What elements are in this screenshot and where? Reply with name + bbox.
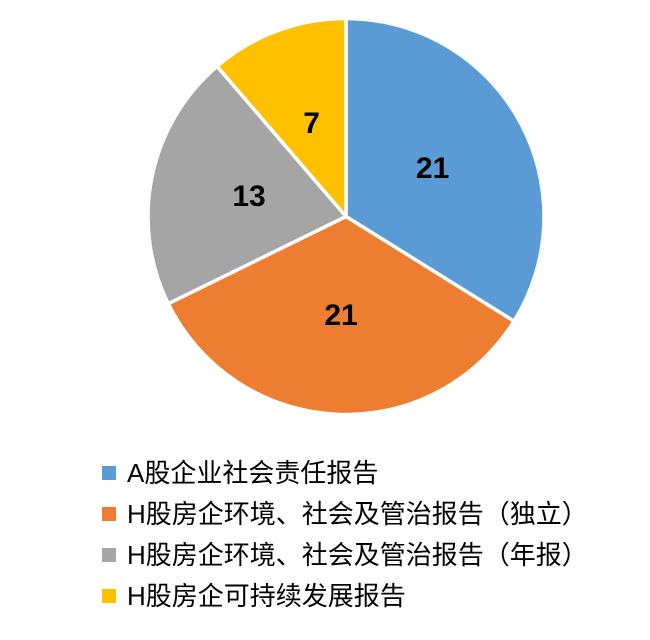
legend-item-3: H股房企可持续发展报告 <box>102 582 588 610</box>
legend-swatch-icon <box>102 548 116 562</box>
legend-item-0: A股企业社会责任报告 <box>102 459 588 487</box>
legend-label: H股房企可持续发展报告 <box>127 581 406 611</box>
data-label-1: 21 <box>324 299 357 332</box>
pie-slice-1 <box>166 214 516 417</box>
legend-swatch-icon <box>102 589 116 603</box>
pie-chart: 21 21 13 7 <box>146 16 546 417</box>
chart-legend: A股企业社会责任报告 H股房企环境、社会及管治报告（独立） H股房企环境、社会及管治… <box>102 459 588 610</box>
data-label-2: 13 <box>232 180 265 213</box>
legend-swatch-icon <box>102 466 116 480</box>
data-label-3: 7 <box>303 107 320 140</box>
legend-label: A股企业社会责任报告 <box>127 458 379 488</box>
legend-item-1: H股房企环境、社会及管治报告（独立） <box>102 500 588 528</box>
legend-label: H股房企环境、社会及管治报告（独立） <box>127 499 588 529</box>
legend-item-2: H股房企环境、社会及管治报告（年报） <box>102 541 588 569</box>
legend-swatch-icon <box>102 507 116 521</box>
pie-slice-3 <box>215 16 348 219</box>
pie-slice-2 <box>146 64 348 306</box>
legend-label: H股房企环境、社会及管治报告（年报） <box>127 540 588 570</box>
data-label-0: 21 <box>416 152 449 185</box>
